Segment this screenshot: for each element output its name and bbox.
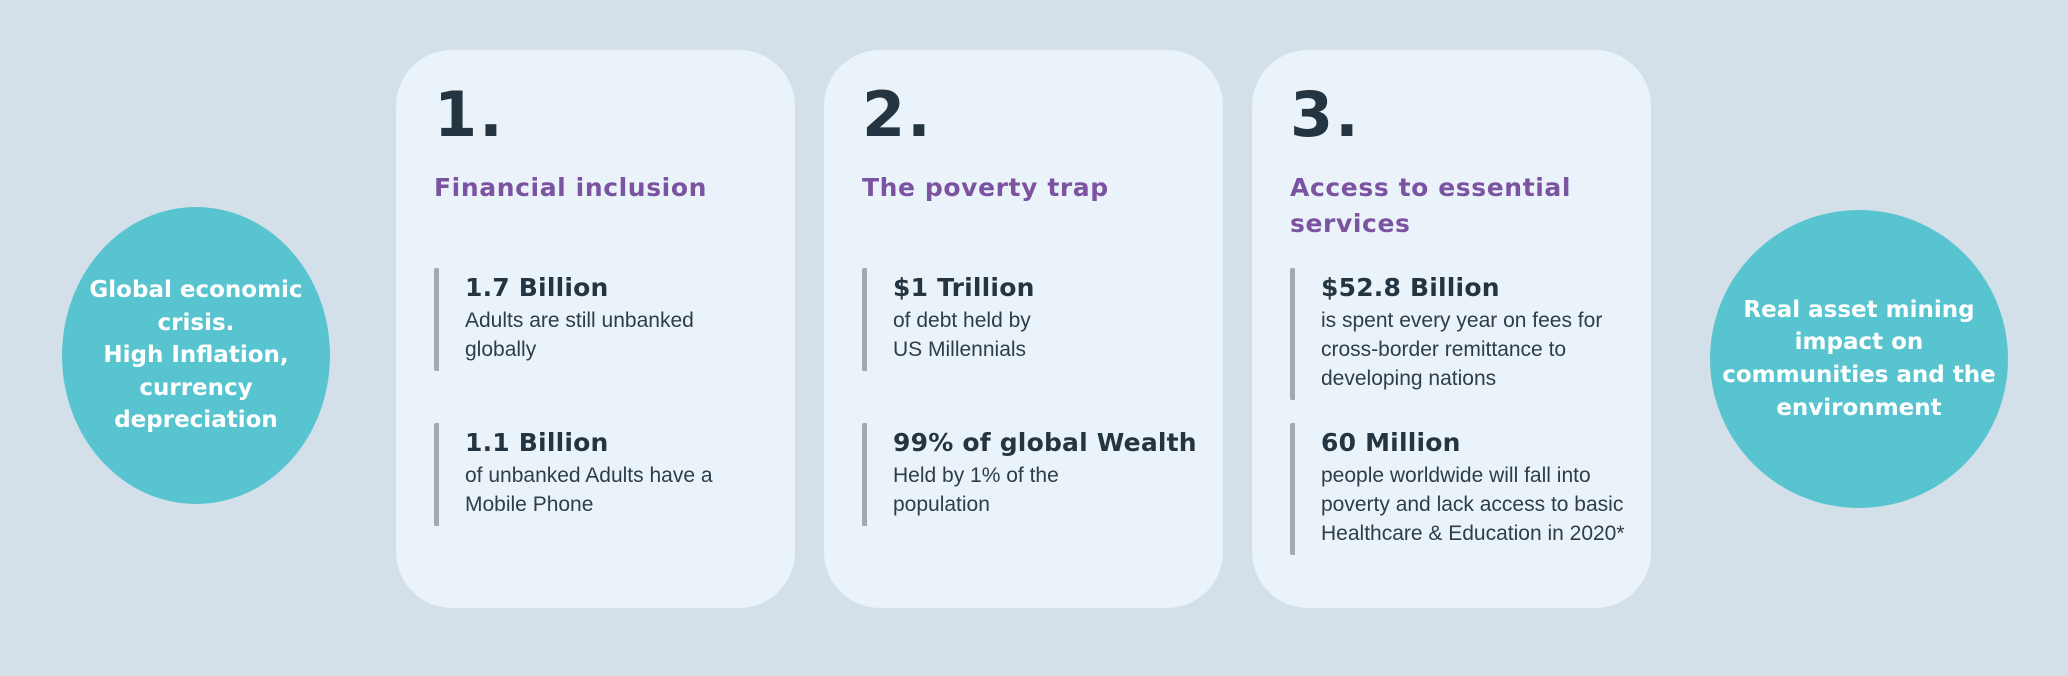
card-number: 2. [862, 78, 933, 151]
stat-value: 1.7 Billion [465, 273, 609, 302]
card-number: 3. [1290, 78, 1361, 151]
stat-description: of debt held by US Millennials [893, 309, 1031, 361]
stat-description: Held by 1% of the population [893, 464, 1059, 516]
stat-item: 99% of global Wealth Held by 1% of the p… [862, 423, 1202, 526]
stat-description: people worldwide will fall into poverty … [1321, 464, 1625, 545]
stat-item: $1 Trillion of debt held by US Millennia… [862, 268, 1202, 371]
stat-description: Adults are still unbanked globally [465, 309, 694, 361]
stat-value: $52.8 Billion [1321, 273, 1500, 302]
stat-item: 60 Million people worldwide will fall in… [1290, 423, 1630, 555]
stat-item: 1.7 Billion Adults are still unbanked gl… [434, 268, 774, 371]
left-circle: Global economic crisis. High Inflation, … [62, 207, 330, 504]
card-poverty-trap: 2. The poverty trap $1 Trillion of debt … [824, 50, 1223, 608]
right-circle: Real asset mining impact on communities … [1710, 210, 2008, 508]
stat-description: is spent every year on fees for cross-bo… [1321, 309, 1603, 390]
stat-description: of unbanked Adults have a Mobile Phone [465, 464, 713, 516]
card-financial-inclusion: 1. Financial inclusion 1.7 Billion Adult… [396, 50, 795, 608]
card-access-essential-services: 3. Access to essential services $52.8 Bi… [1252, 50, 1651, 608]
card-number: 1. [434, 78, 505, 151]
card-title: Access to essential services [1290, 173, 1572, 239]
stat-value: 99% of global Wealth [893, 428, 1197, 457]
stat-item: $52.8 Billion is spent every year on fee… [1290, 268, 1630, 400]
stat-value: 1.1 Billion [465, 428, 609, 457]
stat-value: 60 Million [1321, 428, 1461, 457]
stat-item: 1.1 Billion of unbanked Adults have a Mo… [434, 423, 774, 526]
stat-value: $1 Trillion [893, 273, 1035, 302]
right-circle-text: Real asset mining impact on communities … [1722, 296, 1996, 421]
card-title: Financial inclusion [434, 173, 708, 202]
card-title: The poverty trap [862, 173, 1109, 202]
left-circle-text: Global economic crisis. High Inflation, … [89, 276, 303, 434]
